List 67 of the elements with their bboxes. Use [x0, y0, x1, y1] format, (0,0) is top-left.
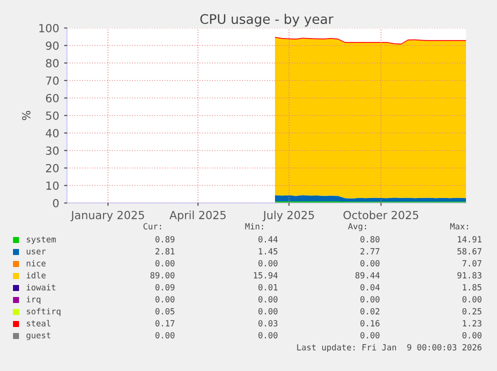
- text: 14.91: [458, 236, 482, 242]
- legend-label: nice: [26, 260, 46, 266]
- text: 0.00: [258, 296, 278, 302]
- text: Min:: [245, 222, 263, 230]
- text: 0.00: [155, 296, 174, 302]
- text: 89.00: [150, 272, 174, 278]
- text: 0.25: [462, 308, 482, 314]
- text: 0.09: [155, 284, 174, 290]
- text: 89.44: [355, 272, 380, 278]
- text: 0.89: [155, 236, 174, 242]
- legend-label: idle: [26, 272, 46, 278]
- text: 0.03: [258, 320, 278, 326]
- text: 91.83: [457, 272, 482, 278]
- text: 0.05: [155, 308, 174, 314]
- text: 0.00: [258, 260, 278, 266]
- text: 0.00: [462, 332, 482, 338]
- text: 2.81: [156, 248, 174, 254]
- legend-label: guest: [26, 332, 50, 340]
- legend-label: iowait: [26, 284, 56, 290]
- y-tick-label: 60: [46, 94, 59, 102]
- y-tick-label: 0: [53, 198, 59, 208]
- text: 1.23: [462, 320, 482, 326]
- text: Cur:: [143, 223, 161, 230]
- text: 0.44: [258, 236, 278, 242]
- legend-label: steal: [26, 320, 50, 326]
- text: 0.00: [360, 332, 380, 338]
- text: 0.00: [258, 332, 278, 338]
- x-tick-label: January 2025: [70, 210, 144, 222]
- text: 0.00: [462, 296, 482, 302]
- legend-label: softirq: [26, 308, 60, 316]
- text: Avg:: [348, 223, 366, 232]
- y-tick-label: 80: [46, 58, 59, 68]
- y-axis-title: %: [22, 110, 30, 120]
- y-tick-label: 90: [46, 41, 59, 50]
- text: 0.00: [360, 260, 380, 266]
- legend-label: irq: [26, 296, 40, 304]
- y-tick-label: 70: [46, 76, 59, 85]
- y-tick-label: 10: [46, 181, 59, 190]
- text: 0.01: [258, 284, 278, 290]
- x-tick-label: April 2025: [169, 210, 226, 222]
- text: 0.00: [258, 308, 278, 314]
- text: 2.77: [360, 248, 380, 254]
- x-tick-label: October 2025: [343, 210, 418, 220]
- x-tick-label: July 2025: [262, 210, 314, 222]
- text: 0.00: [360, 296, 380, 302]
- y-tick-label: 100: [39, 24, 59, 32]
- y-tick-label: 50: [46, 111, 59, 120]
- text: 0.17: [155, 320, 174, 326]
- chart-title: CPU usage - by year: [200, 14, 334, 27]
- y-tick-label: 20: [46, 164, 59, 172]
- text: 0.04: [360, 284, 380, 290]
- text: 0.80: [360, 236, 380, 242]
- y-tick-label: 30: [46, 146, 59, 155]
- text: Max:: [450, 223, 468, 230]
- text: Last update: Fri Jan 9 00:00:03 2026: [297, 344, 482, 352]
- y-tick-label: 40: [46, 128, 59, 138]
- text: 0.16: [360, 320, 380, 326]
- text: 7.07: [462, 260, 482, 266]
- text: 1.45: [258, 248, 278, 254]
- text: 0.00: [155, 260, 174, 266]
- legend-label: user: [26, 250, 46, 254]
- text: 0.00: [155, 332, 174, 338]
- text: 15.94: [254, 272, 278, 278]
- legend-label: system: [26, 236, 56, 244]
- text: 1.85: [462, 284, 482, 290]
- text: 0.02: [360, 308, 380, 314]
- text: 58.67: [457, 248, 482, 254]
